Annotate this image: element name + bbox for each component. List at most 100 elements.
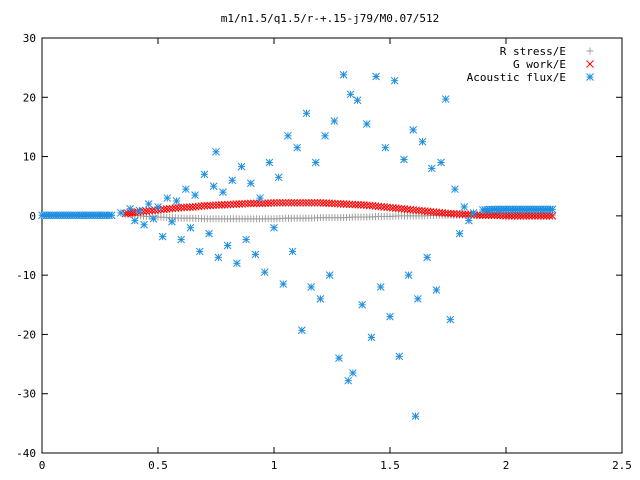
point-2 [346,90,355,99]
x-tick-label: 2 [503,459,510,472]
point-2 [460,203,469,211]
point-2 [223,241,232,250]
legend-marker [586,73,594,81]
point-2 [154,203,162,211]
point-1 [215,201,223,209]
point-2 [386,312,394,321]
point-1 [177,203,186,212]
point-2 [349,369,357,377]
point-2 [390,76,399,85]
point-2 [353,96,362,105]
point-2 [251,250,260,259]
point-1 [223,200,232,209]
point-1 [536,212,545,220]
point-1 [345,200,354,209]
point-2 [376,283,385,291]
point-1 [464,210,473,219]
y-tick-label: -20 [16,328,36,341]
point-2 [465,216,473,225]
point-1 [354,200,362,209]
point-2 [274,173,283,182]
point-2 [325,271,334,279]
point-2 [400,155,408,164]
point-2 [441,95,450,103]
point-1 [531,212,539,220]
point-1 [180,203,188,212]
point-2 [316,295,325,303]
point-2 [195,247,204,256]
point-2 [256,194,264,202]
point-1 [452,210,461,218]
point-1 [244,199,252,208]
point-1 [548,212,557,220]
point-2 [395,352,404,361]
x-tick-label: 1.5 [380,459,400,472]
point-1 [319,199,328,207]
point-2 [372,72,380,81]
point-2 [200,170,209,179]
point-1 [273,198,281,207]
point-2 [105,211,114,220]
y-tick-label: 0 [29,210,36,223]
point-1 [212,201,220,210]
point-2 [413,295,422,303]
point-2 [260,268,269,277]
point-2 [427,164,436,173]
point-2 [288,247,297,256]
legend-label: G work/E [513,58,566,71]
point-2 [219,188,227,196]
point-1 [238,199,246,208]
point-1 [499,211,507,220]
point-2 [214,253,223,262]
point-1 [357,201,365,209]
point-1 [322,199,331,207]
point-2 [344,376,353,385]
point-2 [205,229,213,238]
point-2 [358,300,367,309]
point-1 [325,199,333,208]
legend-marker [586,47,594,55]
point-1 [455,210,464,218]
point-2 [158,232,167,241]
point-2 [279,280,288,288]
point-1 [296,198,304,207]
point-2 [546,205,554,214]
point-1 [220,200,229,209]
point-1 [217,201,226,209]
point-1 [539,212,548,220]
y-tick-label: 10 [23,151,36,164]
point-2 [242,235,251,244]
point-1 [206,201,215,210]
point-2 [362,120,371,128]
chart-title: m1/n1.5/q1.5/r-+.15-j79/M0.07/512 [221,12,440,25]
y-tick-label: 20 [23,91,36,104]
point-2 [163,194,172,202]
point-1 [293,198,302,207]
x-tick-label: 2.5 [612,459,632,472]
point-2 [265,158,274,167]
point-2 [177,235,186,244]
point-2 [284,131,292,140]
point-2 [411,412,420,421]
point-2 [404,271,413,279]
point-2 [233,259,241,268]
point-1 [209,201,217,210]
point-1 [307,198,316,207]
point-2 [270,223,278,232]
point-2 [418,137,427,146]
point-2 [432,286,441,294]
point-1 [496,211,505,220]
point-2 [140,220,148,229]
point-1 [458,210,467,219]
point-1 [348,200,357,209]
point-2 [455,229,464,238]
point-2 [117,209,125,217]
point-1 [528,212,536,220]
axis-ticks: 0 0.5 1 1.5 2 2.5 30 20 10 0 -10 -20 -30 -40 [16,32,632,472]
point-2 [437,158,445,167]
point-2 [367,333,376,342]
y-tick-label: -40 [16,447,36,460]
point-2 [191,191,199,199]
point-1 [278,198,287,207]
